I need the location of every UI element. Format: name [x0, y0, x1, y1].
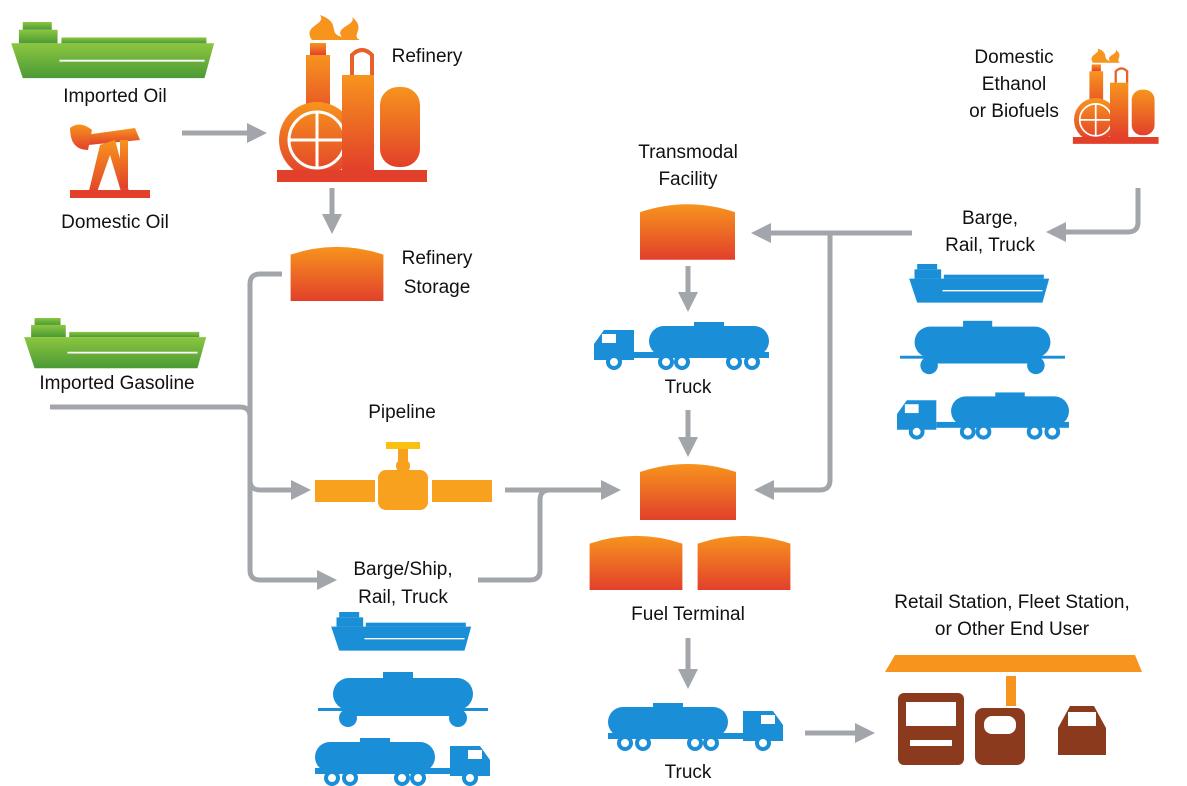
retail-station: [885, 655, 1142, 765]
flow-arrows: [50, 123, 1141, 743]
tanker-truck: [606, 701, 785, 751]
refinery: [275, 13, 429, 184]
label: or Biofuels: [969, 101, 1059, 122]
label: Barge,: [962, 208, 1018, 229]
label: Barge/Ship,: [353, 559, 452, 580]
label: Refinery: [392, 46, 463, 67]
terminal-tank: [589, 535, 683, 590]
tanker-truck: [313, 736, 492, 786]
label: Fuel Terminal: [631, 604, 745, 625]
label: Rail, Truck: [945, 235, 1035, 256]
railcar: [318, 672, 488, 727]
tanker-truck: [895, 390, 1071, 440]
label: Retail Station, Fleet Station,: [894, 592, 1130, 613]
label: Transmodal: [638, 142, 738, 163]
labels: Imported Oil Domestic Oil Refinery Refin…: [39, 46, 1129, 783]
tanker-truck: [592, 320, 771, 370]
label: Truck: [665, 377, 712, 398]
barge: [330, 611, 473, 652]
railcar: [900, 320, 1065, 375]
label: Storage: [404, 277, 471, 298]
label: Refinery: [402, 248, 473, 269]
label: Rail, Truck: [358, 587, 448, 608]
terminal-tank: [697, 535, 791, 590]
label: Facility: [658, 169, 718, 190]
biofuel-plant: [1070, 46, 1161, 146]
storage-tank: [290, 246, 384, 301]
terminal-tank: [640, 464, 736, 520]
tanker-ship: [23, 317, 208, 370]
barge: [908, 263, 1051, 304]
label: Pipeline: [368, 402, 436, 423]
transmodal-tank: [640, 204, 735, 260]
pipeline: [315, 442, 492, 510]
tanker-ship: [10, 21, 216, 80]
label: Imported Oil: [63, 86, 166, 107]
label: Ethanol: [982, 74, 1046, 95]
label: or Other End User: [935, 619, 1090, 640]
label: Imported Gasoline: [39, 373, 194, 394]
pumpjack: [70, 124, 150, 198]
label: Domestic Oil: [61, 212, 169, 233]
label: Domestic: [974, 47, 1053, 68]
label: Truck: [665, 762, 712, 783]
